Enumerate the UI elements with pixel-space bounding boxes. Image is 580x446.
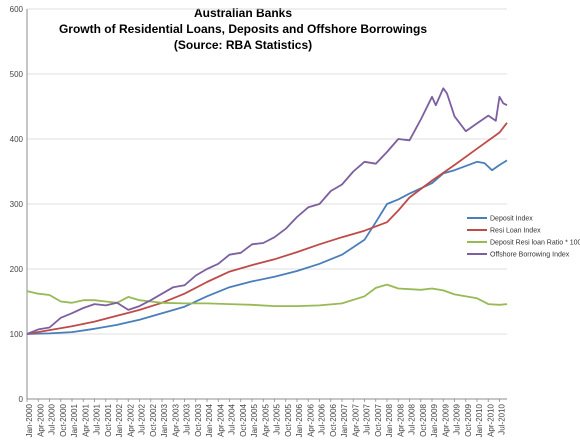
x-tick-label: Jan-2006 (295, 403, 304, 437)
x-tick-label: Jan-2009 (430, 403, 439, 437)
x-tick-label: Jul-2007 (363, 403, 372, 434)
series-lines (26, 87, 508, 335)
x-tick-label: Oct-2009 (464, 403, 473, 436)
x-tick-label: Jan-2002 (115, 403, 124, 437)
x-tick-label: Oct-2008 (419, 403, 428, 436)
x-tick-label: Jan-2004 (205, 403, 214, 437)
x-tick-label: Jul-2003 (183, 403, 192, 434)
legend-label-2: Deposit Resi loan Ratio * 100 (490, 240, 580, 247)
x-tick-label: Jul-2009 (453, 403, 462, 434)
x-tick-label: Apr-2009 (441, 403, 450, 436)
x-tick-label: Jan-2003 (160, 403, 169, 437)
x-tick-label: Apr-2002 (126, 403, 135, 436)
legend-label-1: Resi Loan Index (490, 228, 541, 235)
x-tick-label: Jan-2010 (475, 403, 484, 437)
x-tick-label: Apr-2004 (216, 403, 225, 436)
x-tick-label: Apr-2008 (396, 403, 405, 436)
series-line-1 (26, 122, 508, 335)
x-tick-label: Jul-2004 (228, 403, 237, 434)
chart-title-line-3: (Source: RBA Statistics) (174, 38, 312, 52)
series-line-3 (26, 87, 508, 335)
chart-title-line-1: Australian Banks (194, 6, 292, 20)
x-tick-label: Oct-2007 (374, 403, 383, 436)
y-tick-label: 0 (19, 395, 24, 404)
x-tick-label: Jul-2005 (273, 403, 282, 434)
y-tick-label: 400 (10, 135, 24, 144)
x-tick-label: Apr-2010 (486, 403, 495, 436)
x-tick-label: Apr-2003 (171, 403, 180, 436)
series-line-0 (26, 159, 508, 335)
gridlines (27, 8, 507, 335)
legend-label-0: Deposit Index (490, 216, 533, 223)
x-tick-label: Oct-2002 (149, 403, 158, 436)
x-tick-label: Jan-2007 (340, 403, 349, 437)
y-tick-label: 300 (10, 200, 24, 209)
x-tick-label: Apr-2000 (36, 403, 45, 436)
legend-label-3: Offshore Borrowing Index (490, 252, 570, 259)
x-tick-label: Jan-2008 (385, 403, 394, 437)
chart-title-line-2: Growth of Residential Loans, Deposits an… (59, 22, 427, 36)
y-tick-label: 100 (10, 330, 24, 339)
x-tick-label: Oct-2001 (104, 403, 113, 436)
x-tick-label: Oct-2004 (239, 403, 248, 436)
x-tick-label: Jul-2008 (408, 403, 417, 434)
x-tick-label: Oct-2005 (284, 403, 293, 436)
x-tick-label: Jul-2001 (93, 403, 102, 434)
x-tick-label: Jan-2001 (70, 403, 79, 437)
series-line-2 (26, 283, 508, 307)
y-tick-label: 200 (10, 265, 24, 274)
x-tick-label: Apr-2006 (306, 403, 315, 436)
x-tick-label: Oct-2006 (329, 403, 338, 436)
x-tick-label: Jul-2002 (138, 403, 147, 434)
y-tick-label: 500 (10, 70, 24, 79)
x-tick-label: Apr-2001 (81, 403, 90, 436)
x-tick-label: Apr-2005 (261, 403, 270, 436)
x-tick-label: Oct-2003 (194, 403, 203, 436)
x-tick-label: Jul-2010 (498, 403, 507, 434)
y-tick-label: 600 (10, 5, 24, 14)
x-tick-label: Jul-2006 (318, 403, 327, 434)
chart-title: Australian Banks Growth of Residential L… (59, 6, 427, 52)
x-tick-label: Apr-2007 (351, 403, 360, 436)
x-tick-label: Oct-2000 (59, 403, 68, 436)
x-tick-label: Jul-2000 (48, 403, 57, 434)
x-tick-label: Jan-2005 (250, 403, 259, 437)
x-tick-label: Jan-2000 (25, 403, 34, 437)
legend: Deposit Index Resi Loan Index Deposit Resi… (467, 216, 580, 259)
